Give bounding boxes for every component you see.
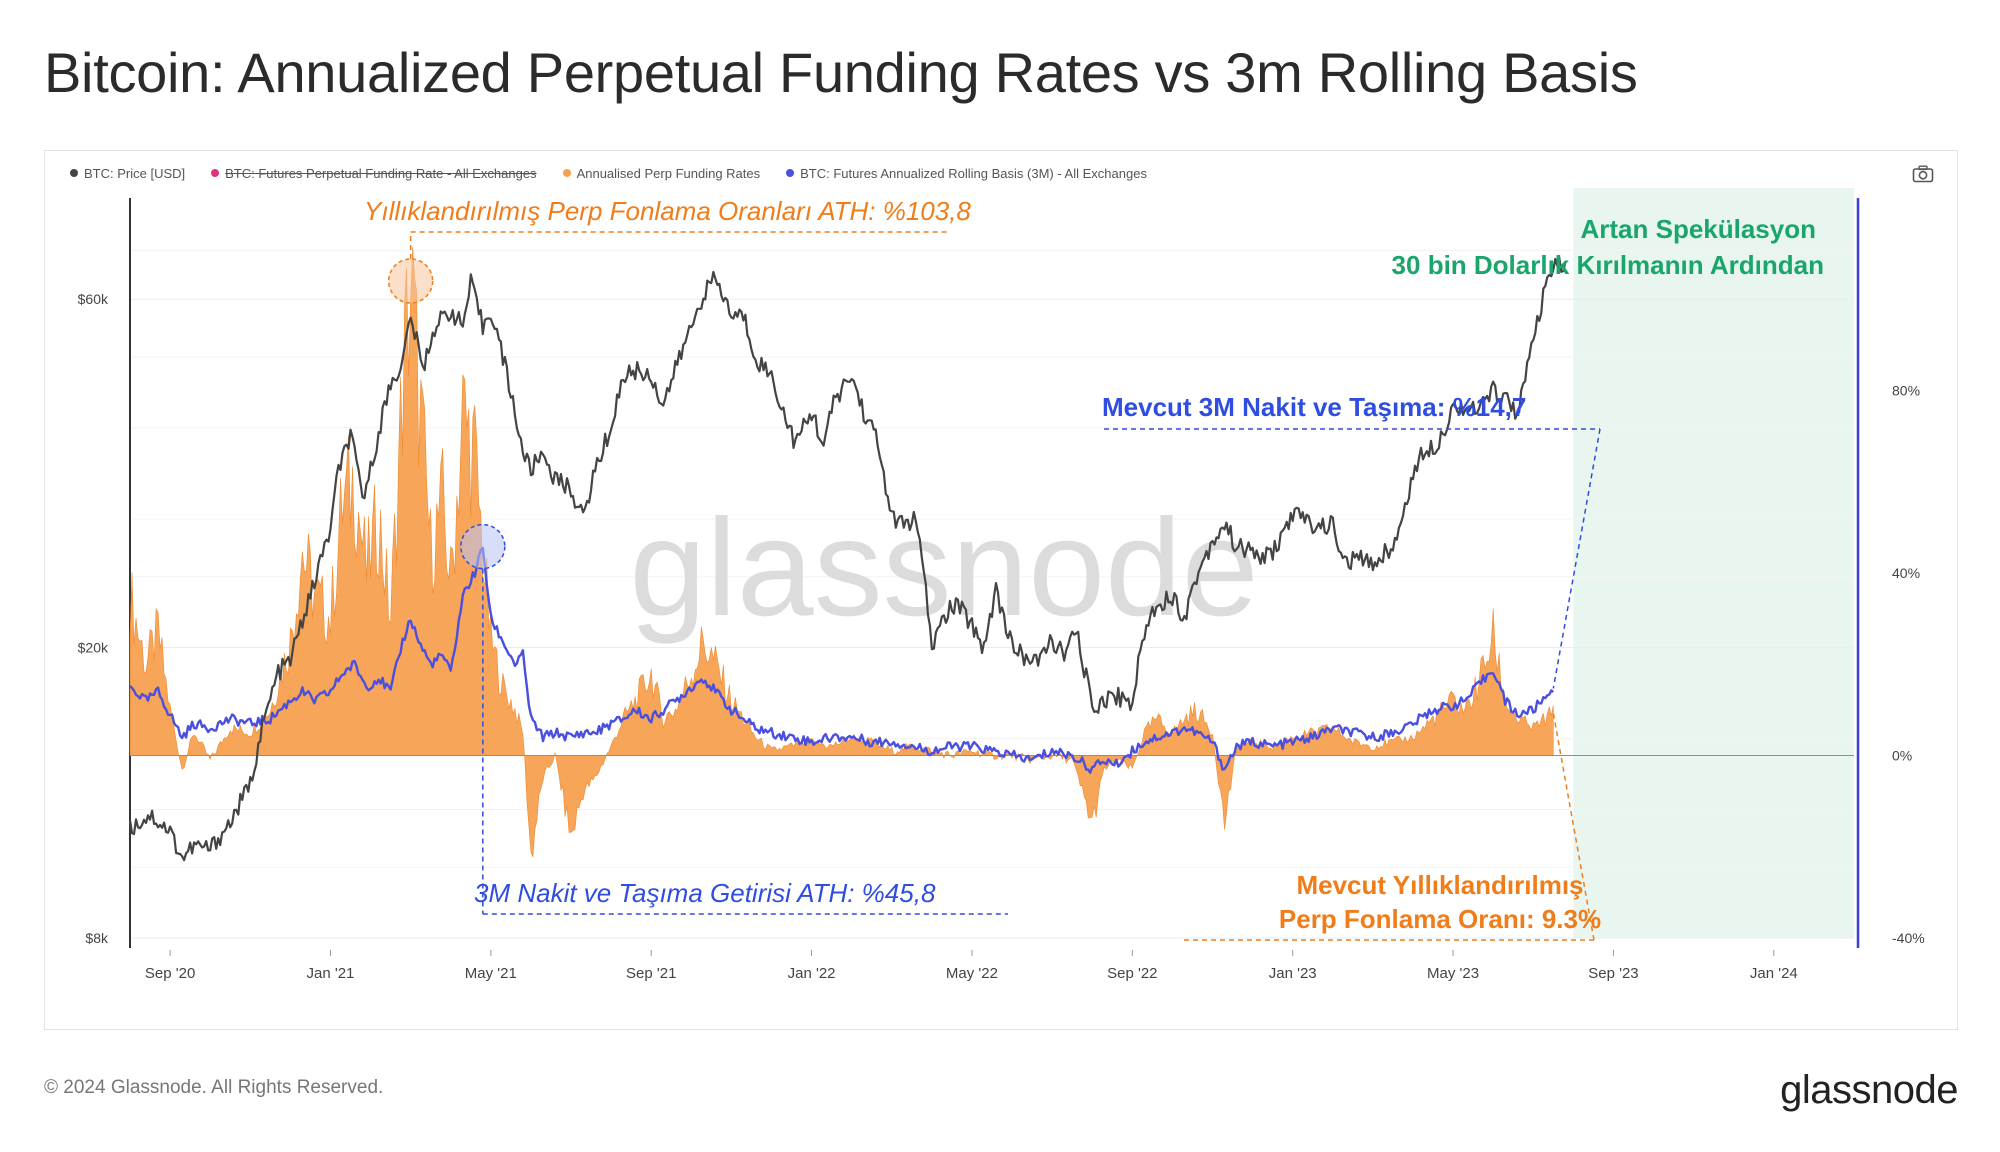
legend-dot-icon — [70, 169, 78, 177]
x-tick-label: Jan '23 — [1269, 965, 1317, 982]
annotation-basis-ath: 3M Nakit ve Taşıma Getirisi ATH: %45,8 — [474, 878, 936, 908]
basis-line — [129, 546, 1555, 774]
annotation-speculation: Artan Spekülasyon — [1580, 214, 1816, 244]
legend-label: Annualised Perp Funding Rates — [576, 165, 761, 181]
y-right-tick-label: 80% — [1892, 383, 1920, 399]
chart-legend: BTC: Price [USD] BTC: Futures Perpetual F… — [70, 162, 1147, 184]
annotation-funding-ath: Yıllıklandırılmış Perp Fonlama Oranları … — [364, 196, 971, 226]
chart: glassnode $60k $20k $8k 80% 40% 0% -40% Sep '20 J… — [78, 188, 1925, 982]
annotation-current-basis: Mevcut 3M Nakit ve Taşıma: %14,7 — [1102, 392, 1526, 422]
y-left-tick-label: $60k — [78, 291, 109, 307]
x-tick-label: May '23 — [1427, 965, 1479, 982]
x-tick-label: Sep '23 — [1588, 965, 1638, 982]
price-line — [128, 256, 1567, 862]
legend-label: BTC: Futures Perpetual Funding Rate - Al… — [225, 165, 537, 181]
legend-item-1[interactable]: BTC: Futures Perpetual Funding Rate - Al… — [211, 165, 537, 181]
x-tick-label: Jan '21 — [307, 965, 355, 982]
glassnode-logo[interactable]: glassnode — [1780, 1068, 1958, 1112]
annotation-current-funding: Mevcut Yıllıklandırılmış — [1296, 870, 1583, 900]
legend-dot-icon — [562, 169, 571, 177]
x-tick-label: Sep '21 — [626, 965, 676, 982]
x-tick-label: Jan '24 — [1750, 965, 1798, 982]
x-tick-label: Sep '22 — [1107, 965, 1157, 982]
camera-icon[interactable] — [1912, 165, 1934, 183]
footer-copyright: © 2024 Glassnode. All Rights Reserved. — [44, 1077, 384, 1098]
legend-dot-icon — [786, 169, 795, 177]
y-right-tick-label: -40% — [1892, 930, 1925, 946]
y-right-tick-label: 0% — [1892, 748, 1912, 764]
legend-label: BTC: Futures Annualized Rolling Basis (3… — [800, 165, 1147, 181]
x-tick-label: Jan '22 — [788, 965, 836, 982]
x-tick-label: May '21 — [465, 965, 517, 982]
funding-rate-area — [129, 247, 1554, 858]
y-left-tick-label: $8k — [85, 930, 109, 946]
x-tick-label: May '22 — [946, 965, 998, 982]
legend-item-0[interactable]: BTC: Price [USD] — [70, 166, 185, 181]
legend-dot-icon — [211, 169, 220, 177]
legend-item-3[interactable]: BTC: Futures Annualized Rolling Basis (3… — [786, 166, 1147, 181]
x-tick-label: Sep '20 — [145, 965, 195, 982]
leader-line — [1552, 712, 1595, 941]
funding-ath-marker — [387, 258, 434, 304]
y-left-tick-label: $20k — [78, 640, 109, 656]
leader-line — [1552, 428, 1601, 689]
page-title: Bitcoin: Annualized Perpetual Funding Ra… — [44, 41, 1638, 104]
legend-label: BTC: Price [USD] — [84, 165, 186, 181]
basis-ath-marker — [460, 523, 506, 570]
y-right-tick-label: 40% — [1892, 565, 1920, 581]
watermark: glassnode — [629, 491, 1258, 645]
highlight-region — [1573, 188, 1854, 938]
legend-item-2[interactable]: Annualised Perp Funding Rates — [562, 165, 761, 181]
annotation-current-funding-sub: Perp Fonlama Oranı: 9.3% — [1279, 904, 1601, 934]
annotation-speculation-sub: 30 bin Dolarlık Kırılmanın Ardından — [1392, 250, 1824, 280]
